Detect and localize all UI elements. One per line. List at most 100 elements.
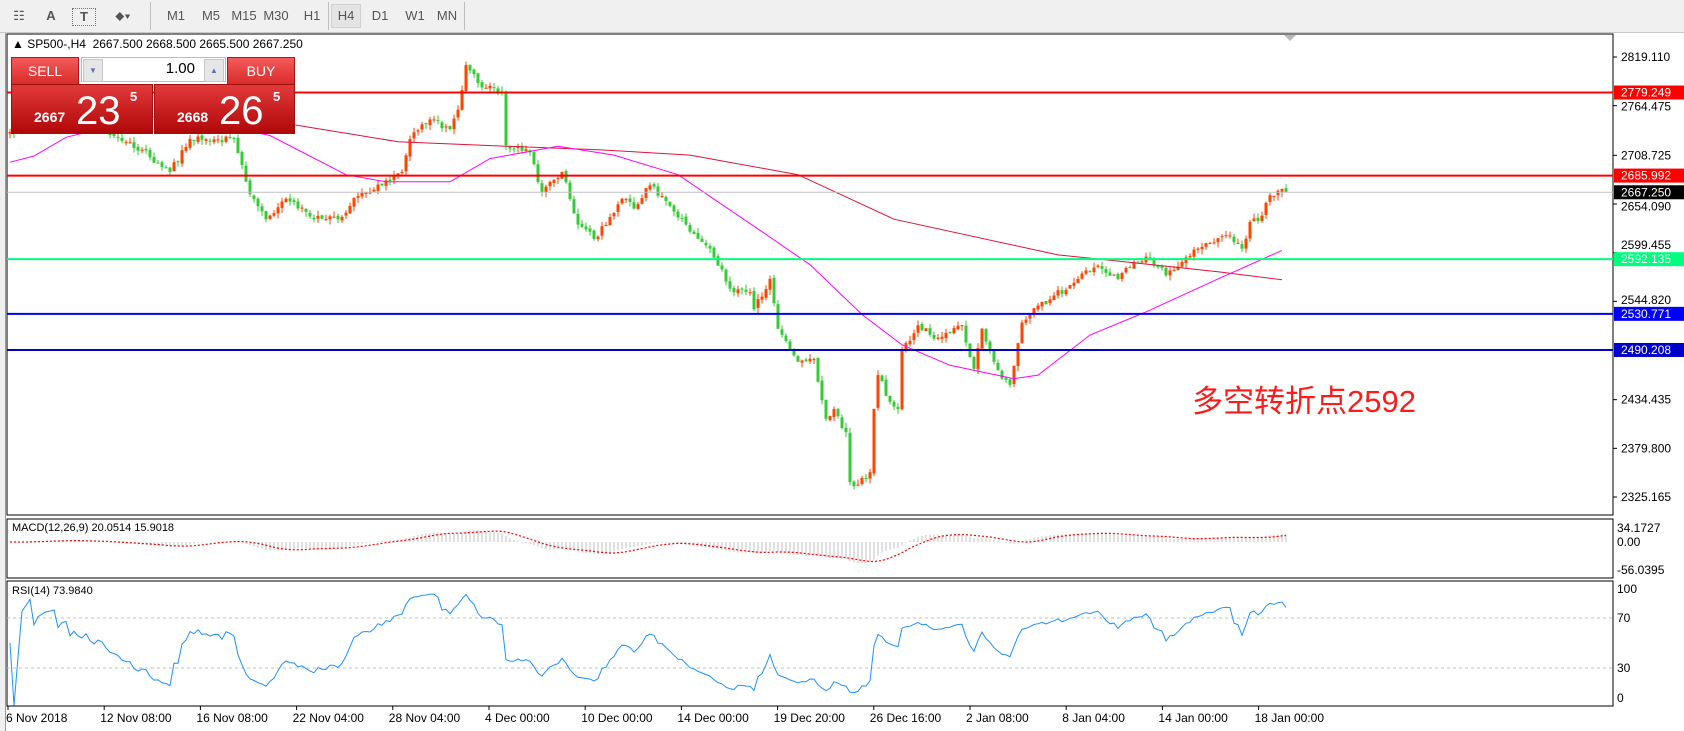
text-icon[interactable]: A xyxy=(46,8,56,23)
price-tick-label: 2325.165 xyxy=(1621,490,1671,504)
candle-body xyxy=(408,139,412,157)
time-label: 16 Nov 08:00 xyxy=(196,711,268,725)
lot-value: 1.00 xyxy=(165,60,195,77)
candle-body xyxy=(780,329,784,335)
candle-body xyxy=(336,215,340,220)
candle-body xyxy=(908,340,912,345)
fibonacci-fan-icon[interactable]: ☷ xyxy=(13,8,25,23)
candle-body xyxy=(448,126,452,130)
candle-body xyxy=(184,147,188,151)
candle-body xyxy=(896,406,900,409)
moving-average-line-1 xyxy=(229,119,1283,281)
toolbar-separator xyxy=(464,2,465,30)
candle-body xyxy=(536,164,540,183)
timeframe-m1[interactable]: M1 xyxy=(166,8,186,23)
timeframe-w1[interactable]: W1 xyxy=(405,8,425,23)
candle-body xyxy=(948,332,952,334)
candle-body xyxy=(208,140,212,142)
candle-body xyxy=(1060,290,1064,294)
candle-body xyxy=(1020,322,1024,344)
candle-body xyxy=(772,277,776,304)
timeframe-h1[interactable]: H1 xyxy=(303,8,321,23)
symbol-ohlc: SP500-,H4 2667.500 2668.500 2665.500 266… xyxy=(27,37,303,51)
toolbar: ☷ A T ⬥▾ M1 M5 M15 M30 H1 H4 D1 W1 MN xyxy=(0,0,1684,33)
candle-body xyxy=(1196,248,1200,250)
candle-body xyxy=(656,186,660,196)
candle-body xyxy=(1236,242,1240,244)
candle-body xyxy=(136,146,140,151)
candle-body xyxy=(496,88,500,92)
candle-body xyxy=(744,289,748,292)
candle-body xyxy=(1220,236,1224,238)
arrows-icon[interactable]: ⬥▾ xyxy=(115,8,131,23)
candle-body xyxy=(380,183,384,186)
time-label: 10 Dec 00:00 xyxy=(581,711,653,725)
buy-price-box[interactable]: 2668 26 5 xyxy=(154,84,295,134)
rsi-tick-label: 30 xyxy=(1617,661,1631,675)
candle-body xyxy=(360,192,364,197)
timeframe-d1[interactable]: D1 xyxy=(371,8,389,23)
candle-body xyxy=(120,137,124,141)
timeframe-h4[interactable]: H4 xyxy=(331,4,361,28)
lot-decrease-button[interactable]: ▼ xyxy=(83,59,103,82)
time-label: 28 Nov 04:00 xyxy=(389,711,461,725)
candle-body xyxy=(1008,379,1012,385)
candle-body xyxy=(936,337,940,339)
candle-body xyxy=(828,416,832,421)
candle-body xyxy=(504,92,508,146)
candle-body xyxy=(620,198,624,204)
timeframe-m15[interactable]: M15 xyxy=(231,8,257,23)
candle-body xyxy=(1152,258,1156,266)
candle-body xyxy=(1120,273,1124,280)
candle-body xyxy=(956,325,960,330)
buy-button[interactable]: BUY xyxy=(227,57,295,85)
candle-body xyxy=(396,173,400,176)
candle-body xyxy=(488,85,492,89)
candle-body xyxy=(1172,270,1176,272)
candle-body xyxy=(1024,319,1028,323)
candle-body xyxy=(180,150,184,164)
sell-price-box[interactable]: 2667 23 5 xyxy=(11,84,153,134)
candle-body xyxy=(368,192,372,194)
candle-body xyxy=(160,162,164,168)
candle-body xyxy=(796,356,800,362)
buy-price-fraction: 5 xyxy=(273,89,281,104)
candle-body xyxy=(1072,282,1076,286)
candle-body xyxy=(1208,242,1212,244)
candle-body xyxy=(1200,246,1204,250)
candle-body xyxy=(864,477,868,479)
candle-body xyxy=(1012,365,1016,385)
timeframe-m5[interactable]: M5 xyxy=(201,8,221,23)
timeframe-mn[interactable]: MN xyxy=(436,8,458,23)
timeframe-m30[interactable]: M30 xyxy=(263,8,289,23)
macd-label: MACD(12,26,9) 20.0514 15.9018 xyxy=(12,522,174,534)
candle-body xyxy=(692,231,696,234)
candle-body xyxy=(644,188,648,198)
candle-body xyxy=(736,289,740,294)
price-tick-label: 2599.455 xyxy=(1621,238,1671,252)
lot-increase-button[interactable]: ▲ xyxy=(204,59,224,82)
candle-body xyxy=(476,73,480,83)
candle-body xyxy=(720,265,724,270)
sell-button[interactable]: SELL xyxy=(11,57,79,85)
candle-body xyxy=(520,145,524,151)
candle-body xyxy=(348,206,352,214)
time-label: 14 Jan 00:00 xyxy=(1158,711,1228,725)
candle-body xyxy=(928,328,932,335)
candle-body xyxy=(1216,238,1220,243)
candle-body xyxy=(608,216,612,226)
rsi-tick-label: 70 xyxy=(1617,611,1631,625)
chart-window[interactable] xyxy=(5,33,1684,731)
text-label-icon[interactable]: T xyxy=(72,8,96,26)
candle-body xyxy=(548,181,552,187)
candle-body xyxy=(1180,261,1184,267)
candle-body xyxy=(1016,343,1020,367)
candle-body xyxy=(584,226,588,230)
chart-shift-marker-icon xyxy=(1284,35,1296,41)
candle-body xyxy=(980,328,984,349)
lot-size-input[interactable]: ▼ 1.00 ▲ xyxy=(81,57,226,82)
candle-body xyxy=(152,157,156,163)
candle-body xyxy=(624,199,628,201)
candle-body xyxy=(636,204,640,209)
